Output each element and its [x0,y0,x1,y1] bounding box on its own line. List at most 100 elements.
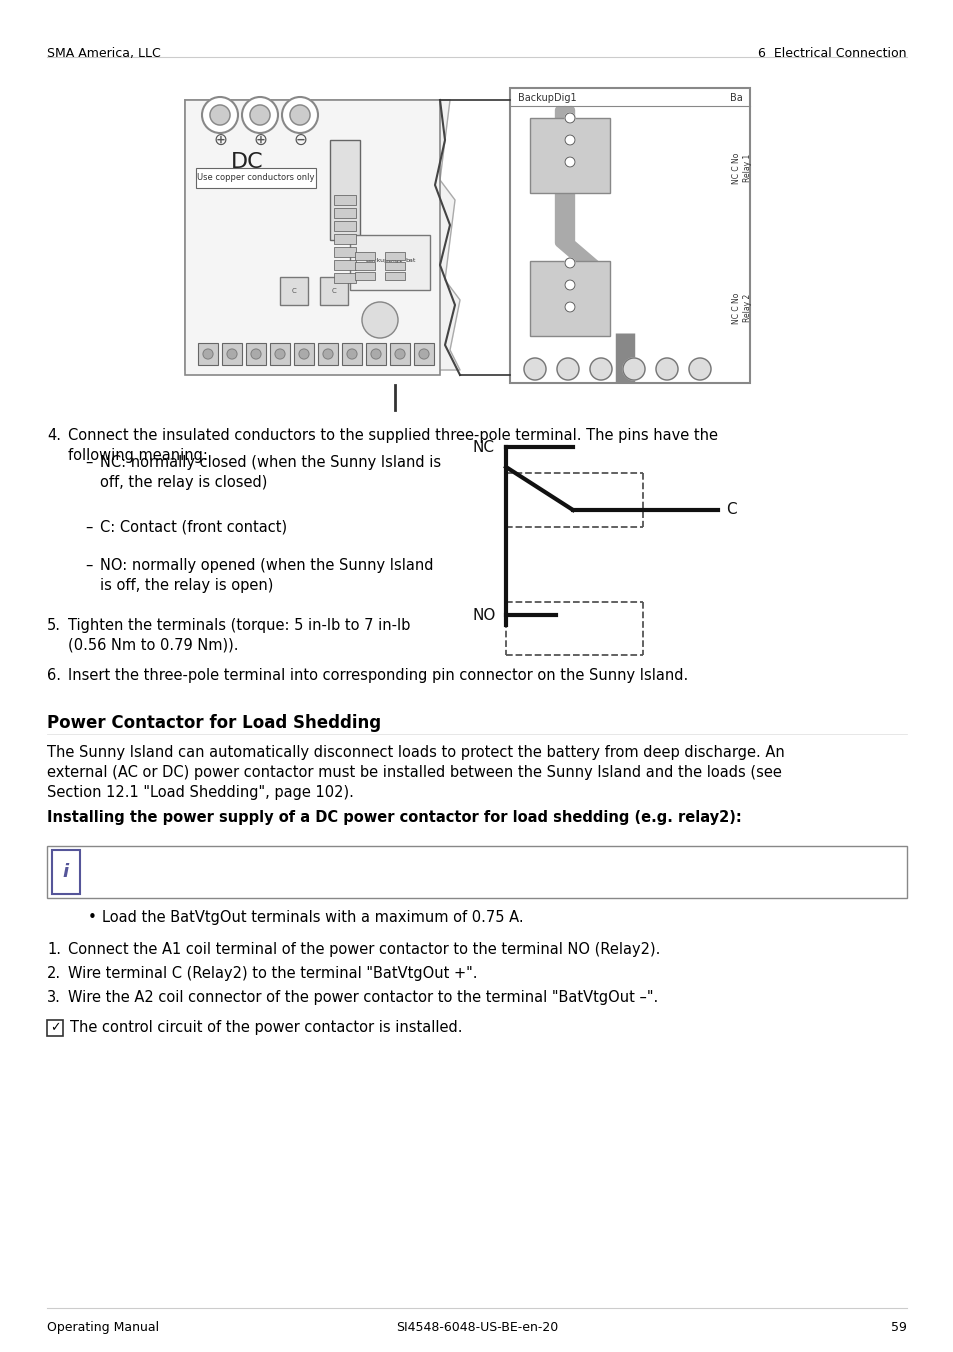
Text: Power Contactor for Load Shedding: Power Contactor for Load Shedding [47,714,381,731]
Bar [510,88,749,383]
Circle shape [564,301,575,312]
Text: Use copper conductors only: Use copper conductors only [197,173,314,183]
Text: 6.: 6. [47,668,61,683]
Text: 2.: 2. [47,965,61,982]
Bar [198,343,218,365]
Text: 4.: 4. [47,429,61,443]
Text: following meaning:: following meaning: [68,448,208,462]
Text: SMA America, LLC: SMA America, LLC [47,47,161,59]
Bar [52,850,80,894]
Text: ⊖: ⊖ [293,131,307,149]
Text: Power supply of the DC power contactor: Power supply of the DC power contactor [88,856,421,871]
Circle shape [290,105,310,124]
Text: DC: DC [231,151,263,172]
Text: bat: bat [405,258,415,264]
Text: –: – [85,521,92,535]
Bar [47,1019,63,1036]
Circle shape [203,349,213,360]
Bar [47,846,906,898]
Bar [355,262,375,270]
Circle shape [202,97,237,132]
Circle shape [274,349,285,360]
Circle shape [656,358,678,380]
Bar [334,273,355,283]
Circle shape [371,349,380,360]
Text: NO: normally opened (when the Sunny Island: NO: normally opened (when the Sunny Isla… [100,558,433,573]
Bar [530,261,609,337]
Text: NC C No
Relay 2: NC C No Relay 2 [731,292,752,323]
Bar [222,343,242,365]
Bar [530,118,609,193]
Text: Insert the three-pole terminal into corresponding pin connector on the Sunny Isl: Insert the three-pole terminal into corr… [68,668,687,683]
Text: •: • [88,910,97,925]
Circle shape [564,135,575,145]
Bar [334,195,355,206]
Bar [341,343,361,365]
Text: –: – [85,456,92,470]
Circle shape [523,358,545,380]
Text: NC C No
Relay 1: NC C No Relay 1 [731,153,752,184]
Bar [355,272,375,280]
Circle shape [622,358,644,380]
Text: Operating Manual: Operating Manual [47,1321,159,1334]
Text: 3.: 3. [47,990,61,1005]
Bar [334,220,355,231]
Text: external (AC or DC) power contactor must be installed between the Sunny Island a: external (AC or DC) power contactor must… [47,765,781,780]
Bar [334,247,355,257]
Circle shape [418,349,429,360]
Text: Wire terminal C (Relay2) to the terminal "BatVtgOut +".: Wire terminal C (Relay2) to the terminal… [68,965,477,982]
Text: The control circuit of the power contactor is installed.: The control circuit of the power contact… [70,1019,462,1036]
Text: Connect the A1 coil terminal of the power contactor to the terminal NO (Relay2).: Connect the A1 coil terminal of the powe… [68,942,659,957]
Bar [334,234,355,243]
Circle shape [688,358,710,380]
Bar [330,141,359,241]
Text: Section 12.1 "Load Shedding", page 102).: Section 12.1 "Load Shedding", page 102). [47,786,354,800]
Circle shape [227,349,236,360]
Text: 1.: 1. [47,942,61,957]
Text: i: i [63,863,69,882]
Text: The Sunny Island can automatically disconnect loads to protect the battery from : The Sunny Island can automatically disco… [47,745,784,760]
Text: SI4548-6048-US-BE-en-20: SI4548-6048-US-BE-en-20 [395,1321,558,1334]
Bar [385,251,405,260]
Bar [334,208,355,218]
Text: C: Contact (front contact): C: Contact (front contact) [100,521,287,535]
Circle shape [361,301,397,338]
Text: –: – [85,558,92,573]
Bar [355,251,375,260]
Text: C: C [332,288,336,293]
Text: (0.56 Nm to 0.79 Nm)).: (0.56 Nm to 0.79 Nm)). [68,638,238,653]
Circle shape [564,114,575,123]
Bar [195,168,315,188]
Circle shape [564,258,575,268]
Text: Load the BatVtgOut terminals with a maximum of 0.75 A.: Load the BatVtgOut terminals with a maxi… [102,910,523,925]
Circle shape [589,358,612,380]
Text: 59: 59 [890,1321,906,1334]
Circle shape [323,349,333,360]
Circle shape [557,358,578,380]
Circle shape [347,349,356,360]
Bar [168,80,760,385]
Bar [294,343,314,365]
Bar [385,262,405,270]
Bar [414,343,434,365]
Text: Wire the A2 coil connector of the power contactor to the terminal "BatVtgOut –".: Wire the A2 coil connector of the power … [68,990,658,1005]
Circle shape [250,105,270,124]
Text: off, the relay is closed): off, the relay is closed) [100,475,267,489]
Circle shape [242,97,277,132]
Circle shape [564,280,575,289]
Text: ⊕: ⊕ [213,131,227,149]
Bar [385,272,405,280]
Text: Ba: Ba [729,93,742,103]
Text: BackupDig1: BackupDig1 [517,93,576,103]
Text: ✓: ✓ [50,1022,60,1034]
Circle shape [564,157,575,168]
Bar [319,277,348,306]
Bar [334,260,355,270]
Circle shape [282,97,317,132]
Text: is off, the relay is open): is off, the relay is open) [100,579,274,594]
Text: Tighten the terminals (torque: 5 in‑lb to 7 in‑lb: Tighten the terminals (torque: 5 in‑lb t… [68,618,410,633]
Bar [270,343,290,365]
Bar [185,100,439,375]
Text: BackupDig1: BackupDig1 [365,258,402,264]
Circle shape [395,349,405,360]
